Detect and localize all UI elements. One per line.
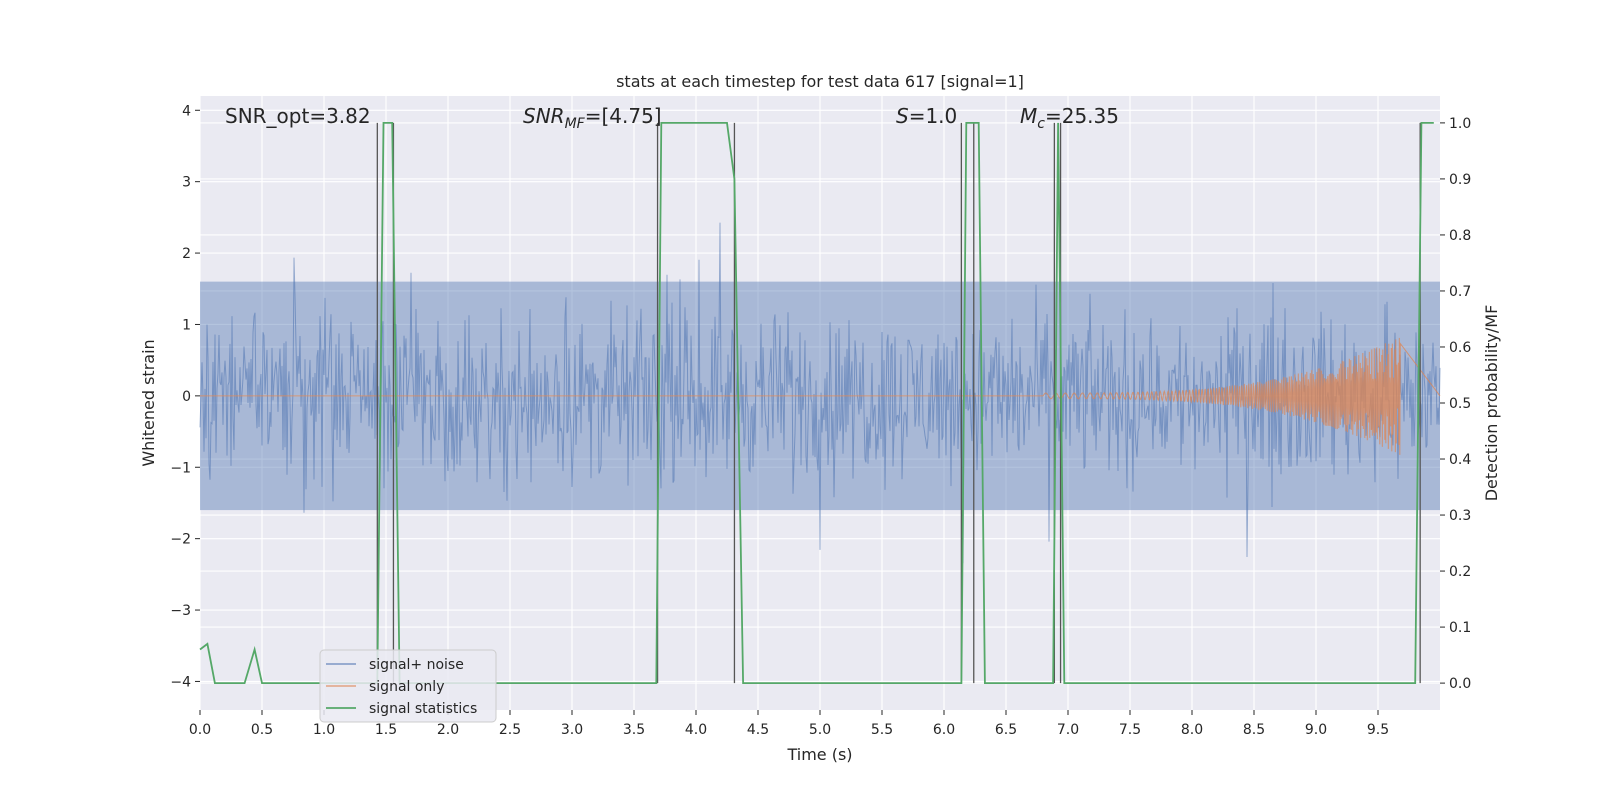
x-tick-label-19: 9.5 — [1367, 722, 1389, 738]
signal-trace — [200, 337, 1441, 455]
y-right-tick-label-4: 0.6 — [1449, 340, 1471, 356]
y-left-tick-label-5: −1 — [170, 460, 191, 476]
y-right-tick-label-0: 1.0 — [1449, 116, 1471, 132]
x-tick-label-9: 4.5 — [747, 722, 769, 738]
annotation-snr-opt: SNR_opt=3.82 — [225, 104, 371, 128]
x-tick-label-17: 8.5 — [1243, 722, 1265, 738]
y-axis-right-ticks: 1.0 0.9 0.8 0.7 0.6 0.5 0.4 0.3 0.2 0.1 0.0 — [1440, 116, 1471, 692]
y-right-tick-label-6: 0.4 — [1449, 452, 1471, 468]
noise-trace — [199, 222, 1441, 564]
legend-box — [319, 649, 497, 723]
x-tick-label-14: 7.0 — [1057, 722, 1079, 738]
x-tick-label-18: 9.0 — [1305, 722, 1327, 738]
y-right-tick-label-8: 0.2 — [1449, 564, 1471, 580]
annotation-mc: Mc=25.35 — [1020, 104, 1119, 132]
y-right-tick-label-7: 0.3 — [1449, 508, 1471, 524]
x-tick-label-16: 8.0 — [1181, 722, 1203, 738]
x-tick-label-10: 5.0 — [809, 722, 831, 738]
signal-only-series — [200, 337, 1441, 455]
x-tick-label-11: 5.5 — [871, 722, 893, 738]
legend-label-signal: signal only — [369, 679, 444, 695]
y-left-tick-label-6: −2 — [170, 532, 191, 548]
y-left-tick-label-3: 1 — [182, 317, 191, 333]
y-left-tick-label-4: 0 — [182, 389, 191, 405]
x-tick-label-7: 3.5 — [623, 722, 645, 738]
x-tick-label-8: 4.0 — [685, 722, 707, 738]
y-right-tick-label-1: 0.9 — [1449, 172, 1471, 188]
y-right-tick-label-9: 0.1 — [1449, 620, 1471, 636]
legend-label-noise: signal+ noise — [369, 657, 464, 673]
signal-statistics-series — [199, 122, 1434, 684]
x-tick-label-12: 6.0 — [933, 722, 955, 738]
y-left-tick-label-8: −4 — [170, 674, 191, 690]
y-axis-label-left: Whitened strain — [139, 339, 158, 466]
y-axis-label-right: Detection probability/MF — [1482, 305, 1501, 502]
x-tick-label-15: 7.5 — [1119, 722, 1141, 738]
x-tick-label-0: 0.0 — [189, 722, 211, 738]
y-right-tick-label-2: 0.8 — [1449, 228, 1471, 244]
x-tick-label-1: 0.5 — [251, 722, 273, 738]
y-axis-left-ticks: 4 3 2 1 0 −1 −2 −3 −4 — [170, 103, 200, 690]
y-right-tick-label-10: 0.0 — [1449, 676, 1471, 692]
chart-title: stats at each timestep for test data 617… — [616, 72, 1024, 91]
x-tick-label-2: 1.0 — [313, 722, 335, 738]
y-right-tick-label-3: 0.7 — [1449, 284, 1471, 300]
x-axis-label: Time (s) — [786, 745, 852, 764]
y-right-tick-label-5: 0.5 — [1449, 396, 1471, 412]
x-tick-label-4: 2.0 — [437, 722, 459, 738]
statistics-line — [199, 122, 1434, 684]
x-tick-label-5: 2.5 — [499, 722, 521, 738]
annotation-s: S=1.0 — [896, 104, 957, 128]
y-left-tick-label-0: 4 — [182, 103, 191, 119]
x-tick-label-13: 6.5 — [995, 722, 1017, 738]
y-left-tick-label-1: 3 — [182, 175, 191, 191]
y-left-tick-label-7: −3 — [170, 603, 191, 619]
legend-label-statistics: signal statistics — [369, 701, 477, 717]
y-left-tick-label-2: 2 — [182, 246, 191, 262]
legend: signal+ noise signal only signal statist… — [319, 649, 497, 723]
annotation-snr-mf: SNRMF=[4.75] — [523, 104, 662, 132]
x-tick-label-3: 1.5 — [375, 722, 397, 738]
x-axis-ticks: 0.0 0.5 1.0 1.5 2.0 2.5 3.0 3.5 4.0 4.5 5.0 5.5 6.0 6… — [189, 710, 1389, 738]
x-tick-label-6: 3.0 — [561, 722, 583, 738]
